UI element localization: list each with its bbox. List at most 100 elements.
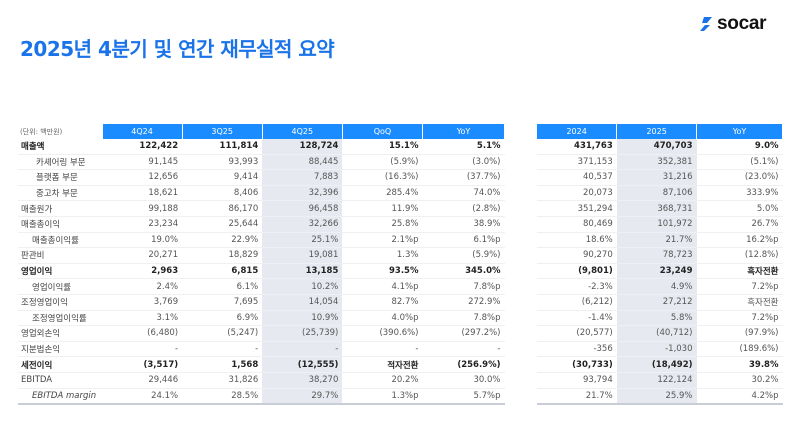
table-row: 조정영업이익 3,769 7,695 14,054 82.7% 272.9% (18, 294, 505, 311)
value-cell: (23.0%) (696, 169, 783, 186)
value-cell: 20,073 (537, 185, 617, 202)
row-label: 판관비 (18, 247, 102, 264)
value-cell: -356 (537, 341, 617, 358)
table-row: EBITDA 29,446 31,826 38,270 20.2% 30.0% (18, 372, 505, 389)
table-row: 세전이익 (3,517) 1,568 (12,555) 적자전환 (256.9%) (18, 356, 505, 373)
value-cell: 5.1% (422, 139, 505, 155)
value-cell: (297.2%) (422, 325, 505, 342)
value-cell: (3,517) (102, 356, 183, 373)
value-cell: 5.7%p (422, 388, 505, 406)
value-cell: 10.9% (262, 310, 343, 327)
value-cell: 111,814 (182, 139, 263, 155)
value-cell: 122,422 (102, 139, 183, 155)
value-cell: (5,247) (182, 325, 263, 342)
value-cell: 흑자전환 (696, 294, 783, 311)
value-cell: 22.9% (182, 232, 263, 249)
page-title: 2025년 4분기 및 연간 재무실적 요약 (20, 37, 335, 61)
value-cell: 5.0% (696, 200, 783, 217)
column-header: YoY (696, 124, 783, 139)
value-cell: 78,723 (616, 247, 697, 264)
table-row: 플랫폼 부문 12,656 9,414 7,883 (16.3%) (37.7%) (18, 169, 505, 186)
value-cell: (5.1%) (696, 154, 783, 171)
value-cell: 2,963 (102, 263, 183, 280)
value-cell: 40,537 (537, 169, 617, 186)
value-cell: 368,731 (616, 200, 697, 217)
table-row: 지분법손익 - - - - - (18, 341, 505, 358)
table-row: (30,733) (18,492) 39.8% (537, 356, 783, 373)
value-cell: 23,234 (102, 216, 183, 233)
value-cell: 25,644 (182, 216, 263, 233)
row-label: 매출총이익 (18, 216, 102, 233)
value-cell: 90,270 (537, 247, 617, 264)
row-label: 영업외손익 (18, 325, 102, 342)
value-cell: 23,249 (616, 263, 697, 280)
table-row: 371,153 352,381 (5.1%) (537, 154, 783, 171)
value-cell: 18,621 (102, 185, 183, 202)
table-row: -2.3% 4.9% 7.2%p (537, 278, 783, 295)
value-cell: (12.8%) (696, 247, 783, 264)
value-cell: 122,124 (616, 372, 697, 389)
column-header: YoY (422, 124, 505, 139)
value-cell: 29.7% (262, 388, 343, 406)
value-cell: 99,188 (102, 200, 183, 217)
value-cell: 21.7% (616, 232, 697, 249)
table-row: 80,469 101,972 26.7% (537, 216, 783, 233)
value-cell: (3.0%) (422, 154, 505, 171)
value-cell: 31,216 (616, 169, 697, 186)
table-row: 조정영업이익률 3.1% 6.9% 10.9% 4.0%p 7.8%p (18, 310, 505, 327)
value-cell: 25.1% (262, 232, 343, 249)
quarterly-results-table: (단위: 백만원) 4Q24 3Q25 4Q25 QoQ YoY 매출액 122,422 11… (18, 124, 505, 406)
value-cell: (5.9%) (342, 154, 423, 171)
row-label: 조정영업이익률 (18, 310, 102, 327)
value-cell: 31,826 (182, 372, 263, 389)
table-row: (6,212) 27,212 흑자전환 (537, 294, 783, 311)
value-cell: - (342, 341, 423, 358)
value-cell: (16.3%) (342, 169, 423, 186)
table-row: 판관비 20,271 18,829 19,081 1.3% (5.9%) (18, 247, 505, 264)
column-header: 4Q25 (262, 124, 343, 139)
value-cell: (25,739) (262, 325, 343, 342)
table-row: 431,763 470,703 9.0% (537, 139, 783, 155)
value-cell: (37.7%) (422, 169, 505, 186)
value-cell: 15.1% (342, 139, 423, 155)
value-cell: 9,414 (182, 169, 263, 186)
value-cell: 371,153 (537, 154, 617, 171)
value-cell: 96,458 (262, 200, 343, 217)
value-cell: (390.6%) (342, 325, 423, 342)
value-cell: 88,445 (262, 154, 343, 171)
value-cell: 28.5% (182, 388, 263, 406)
value-cell: 12,656 (102, 169, 183, 186)
value-cell: 1,568 (182, 356, 263, 373)
value-cell: 93,794 (537, 372, 617, 389)
table-row: EBITDA margin 24.1% 28.5% 29.7% 1.3%p 5.7%p (18, 388, 505, 406)
value-cell: 7,695 (182, 294, 263, 311)
value-cell: (189.6%) (696, 341, 783, 358)
table-row: 영업이익률 2.4% 6.1% 10.2% 4.1%p 7.8%p (18, 278, 505, 295)
row-label: 영업이익률 (18, 278, 102, 295)
row-label: 조정영업이익 (18, 294, 102, 311)
value-cell: 87,106 (616, 185, 697, 202)
value-cell: 470,703 (616, 139, 697, 155)
row-label: 중고차 부문 (18, 185, 102, 202)
value-cell: 18,829 (182, 247, 263, 264)
value-cell: 38.9% (422, 216, 505, 233)
row-label: 세전이익 (18, 356, 102, 373)
table-row: 21.7% 25.9% 4.2%p (537, 388, 783, 406)
value-cell: 3.1% (102, 310, 183, 327)
value-cell: 21.7% (537, 388, 617, 406)
column-header: 2025 (616, 124, 697, 139)
table-row: 매출총이익률 19.0% 22.9% 25.1% 2.1%p 6.1%p (18, 232, 505, 249)
value-cell: (6,480) (102, 325, 183, 342)
value-cell: -2.3% (537, 278, 617, 295)
value-cell: 16.2%p (696, 232, 783, 249)
value-cell: (6,212) (537, 294, 617, 311)
row-label: 플랫폼 부문 (18, 169, 102, 186)
value-cell: 13,185 (262, 263, 343, 280)
value-cell: 18.6% (537, 232, 617, 249)
value-cell: 91,145 (102, 154, 183, 171)
value-cell: 2.1%p (342, 232, 423, 249)
value-cell: (2.8%) (422, 200, 505, 217)
value-cell: (20,577) (537, 325, 617, 342)
value-cell: 9.0% (696, 139, 783, 155)
value-cell: 4.1%p (342, 278, 423, 295)
